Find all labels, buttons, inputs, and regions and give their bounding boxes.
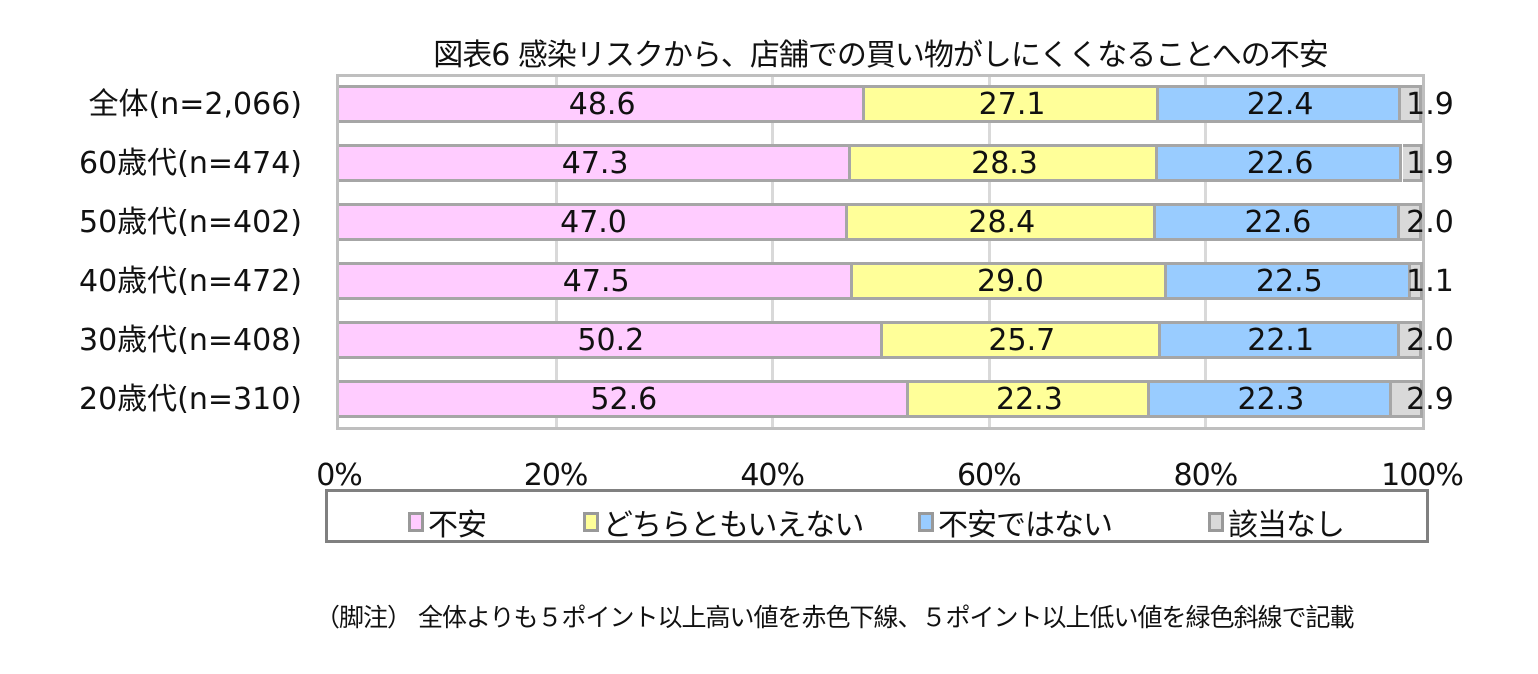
data-label: 22.1 (1247, 323, 1315, 358)
bar-row: 48.6 27.1 22.4 1.9 (339, 85, 1454, 123)
bar-segment (339, 85, 866, 123)
legend-item: 該当なし (1208, 500, 1345, 544)
data-label: 22.6 (1246, 146, 1314, 181)
bar-row: 50.2 25.7 22.1 2.0 (339, 321, 1454, 359)
bar-segment (1411, 262, 1424, 300)
gridline (554, 77, 558, 427)
x-tick-label: 20% (523, 458, 589, 493)
data-label: 28.3 (971, 146, 1038, 181)
y-axis-label: 50歳代(n=402) (79, 205, 302, 240)
bar-segment (865, 85, 1159, 123)
legend: 不安 どちらともいえない 不安ではない 該当なし (325, 489, 1429, 543)
data-label: 1.1 (1406, 264, 1454, 299)
legend-swatch (1208, 512, 1224, 532)
data-label: 22.3 (996, 382, 1063, 417)
data-label: 52.6 (590, 382, 658, 417)
bar-row: 47.3 28.3 22.6 1.9 (339, 144, 1454, 182)
legend-swatch (583, 512, 599, 532)
bar-segment (1391, 380, 1424, 418)
bar-row: 47.0 28.4 22.6 2.0 (339, 203, 1454, 241)
x-tick-label: 80% (1173, 458, 1239, 493)
data-label: 22.4 (1246, 87, 1314, 122)
data-label: 29.0 (977, 264, 1044, 299)
legend-label: 不安ではない (938, 508, 1113, 543)
bar-segment (339, 262, 854, 300)
gridline (771, 77, 775, 427)
gridline (987, 77, 991, 427)
plot-area: 48.6 27.1 22.4 1.9 47.3 28.3 22.6 1.9 47.0 28.4 22… (336, 74, 1454, 430)
legend-swatch (918, 512, 934, 532)
data-label: 50.2 (577, 323, 645, 358)
bar-segment (1150, 380, 1392, 418)
y-axis-label: 40歳代(n=472) (79, 264, 302, 299)
data-label: 27.1 (978, 87, 1046, 122)
x-tick-label: 60% (956, 458, 1022, 493)
data-label: 22.5 (1255, 264, 1323, 299)
y-axis-label: 20歳代(n=310) (79, 382, 302, 417)
bar-row: 52.6 22.3 22.3 2.9 (339, 380, 1454, 418)
bar-segment (882, 321, 1161, 359)
data-label: 47.3 (561, 146, 629, 181)
data-label: 25.7 (988, 323, 1056, 358)
data-label: 22.6 (1244, 205, 1312, 240)
data-label: 28.4 (968, 205, 1036, 240)
data-label: 48.6 (568, 87, 636, 122)
data-label: 1.9 (1406, 146, 1454, 181)
data-label: 2.0 (1406, 323, 1454, 358)
y-axis-label: 全体(n=2,066) (88, 87, 302, 122)
data-label: 2.0 (1406, 205, 1454, 240)
footnote: （脚注） 全体よりも５ポイント以上高い値を赤色下線、５ポイント以上低い値を緑色斜… (315, 603, 1354, 632)
bar-segment (848, 203, 1156, 241)
gridline (1204, 77, 1208, 427)
x-tick-label: 40% (740, 458, 805, 493)
y-axis-label: 60歳代(n=474) (79, 146, 302, 181)
bar-segment (1155, 203, 1401, 241)
bar-segment (853, 262, 1168, 300)
bar-segment (1400, 203, 1422, 241)
legend-item: 不安 (408, 500, 487, 544)
bar-segment (1401, 85, 1422, 123)
bar-segment (339, 380, 909, 418)
bar-segment (1167, 262, 1412, 300)
legend-swatch (408, 512, 424, 532)
bar-segment (1157, 144, 1403, 182)
data-label: 47.5 (562, 264, 630, 299)
legend-item: 不安ではない (918, 500, 1113, 544)
bar-segment (1400, 321, 1422, 359)
legend-label: 不安 (428, 508, 487, 543)
bar-segment (1160, 321, 1401, 359)
data-label: 22.3 (1237, 382, 1305, 417)
data-label: 1.9 (1406, 87, 1454, 122)
bar-segment (339, 321, 883, 359)
legend-label: どちらともいえない (603, 508, 864, 543)
bar-segment (339, 203, 848, 241)
y-axis-label: 30歳代(n=408) (79, 323, 302, 358)
x-tick-label: 100% (1381, 458, 1464, 493)
chart-title: 図表6 感染リスクから、店舗での買い物がしにくくなることへの不安 (433, 38, 1329, 73)
legend-item: どちらともいえない (583, 500, 864, 544)
bar-segment (1158, 85, 1402, 123)
legend-label: 該当なし (1228, 508, 1345, 543)
bar-segment (339, 144, 852, 182)
data-label: 2.9 (1406, 382, 1454, 417)
bar-row: 47.5 29.0 22.5 1.1 (339, 262, 1454, 300)
bar-segment (1402, 144, 1424, 182)
x-tick-label: 0% (316, 458, 363, 493)
data-label: 47.0 (560, 205, 627, 240)
bar-segment (908, 380, 1151, 418)
bar-segment (851, 144, 1158, 182)
